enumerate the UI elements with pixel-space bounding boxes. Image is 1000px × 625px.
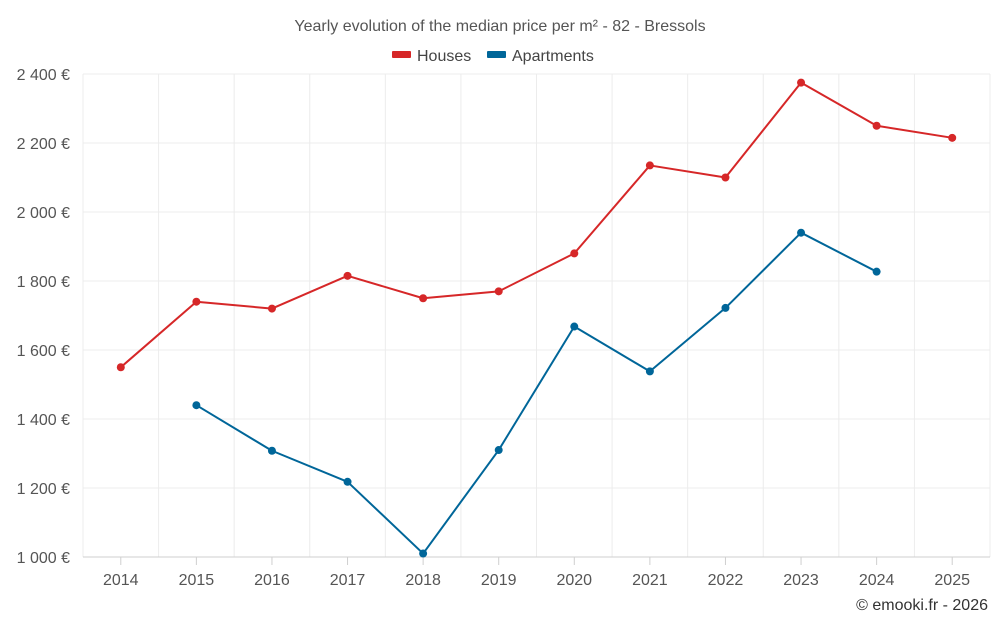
legend-item-apartments[interactable]: Apartments (487, 48, 594, 65)
data-point-houses-2019[interactable] (494, 287, 503, 296)
x-tick-label: 2023 (783, 572, 819, 589)
x-tick-label: 2021 (632, 572, 668, 589)
data-point-houses-2022[interactable] (721, 173, 730, 182)
data-point-apartments-2018[interactable] (419, 549, 428, 558)
data-point-houses-2020[interactable] (570, 249, 579, 258)
y-tick-label: 2 200 € (17, 136, 70, 153)
legend-item-houses[interactable]: Houses (392, 48, 471, 65)
legend-swatch-apartments (487, 51, 506, 58)
data-point-apartments-2024[interactable] (872, 267, 881, 276)
data-point-houses-2018[interactable] (419, 294, 428, 303)
data-point-apartments-2020[interactable] (570, 322, 579, 331)
data-point-apartments-2021[interactable] (645, 367, 654, 376)
data-point-houses-2016[interactable] (267, 304, 276, 313)
y-tick-label: 2 000 € (17, 205, 70, 222)
x-tick-label: 2020 (556, 572, 592, 589)
x-tick-label: 2022 (708, 572, 744, 589)
y-tick-label: 1 000 € (17, 550, 70, 567)
y-tick-label: 1 200 € (17, 481, 70, 498)
data-point-houses-2017[interactable] (343, 271, 352, 280)
x-tick-label: 2015 (179, 572, 215, 589)
data-point-houses-2015[interactable] (192, 297, 201, 306)
credit-text: © emooki.fr - 2026 (856, 597, 988, 614)
legend-label-apartments: Apartments (512, 48, 594, 65)
x-tick-label: 2018 (405, 572, 441, 589)
data-point-houses-2014[interactable] (116, 363, 125, 372)
series-line-houses (120, 81, 953, 369)
data-point-apartments-2019[interactable] (494, 446, 503, 455)
x-tick-label: 2014 (103, 572, 139, 589)
legend-label-houses: Houses (417, 48, 471, 65)
data-point-apartments-2023[interactable] (797, 228, 806, 237)
data-point-apartments-2015[interactable] (192, 401, 201, 410)
data-point-apartments-2022[interactable] (721, 303, 730, 312)
x-tick-label: 2016 (254, 572, 290, 589)
y-tick-label: 1 400 € (17, 412, 70, 429)
chart-title: Yearly evolution of the median price per… (294, 18, 705, 35)
legend-swatch-houses (392, 51, 411, 58)
data-point-apartments-2017[interactable] (343, 477, 352, 486)
series-line-apartments (195, 231, 878, 555)
axes: 1 000 € 1 200 € 1 400 € 1 600 € 1 800 € 2 000… (17, 67, 990, 589)
x-tick-label: 2017 (330, 572, 366, 589)
grid (82, 73, 991, 557)
y-tick-label: 1 600 € (17, 343, 70, 360)
legend: Houses Apartments (392, 48, 594, 65)
series (116, 78, 957, 558)
x-tick-label: 2025 (934, 572, 970, 589)
y-tick-label: 2 400 € (17, 67, 70, 84)
data-point-apartments-2016[interactable] (267, 446, 276, 455)
data-point-houses-2021[interactable] (645, 161, 654, 170)
y-tick-label: 1 800 € (17, 274, 70, 291)
x-tick-label: 2024 (859, 572, 895, 589)
data-point-houses-2024[interactable] (872, 121, 881, 130)
x-tick-label: 2019 (481, 572, 517, 589)
data-point-houses-2023[interactable] (797, 78, 806, 87)
data-point-houses-2025[interactable] (948, 133, 957, 142)
